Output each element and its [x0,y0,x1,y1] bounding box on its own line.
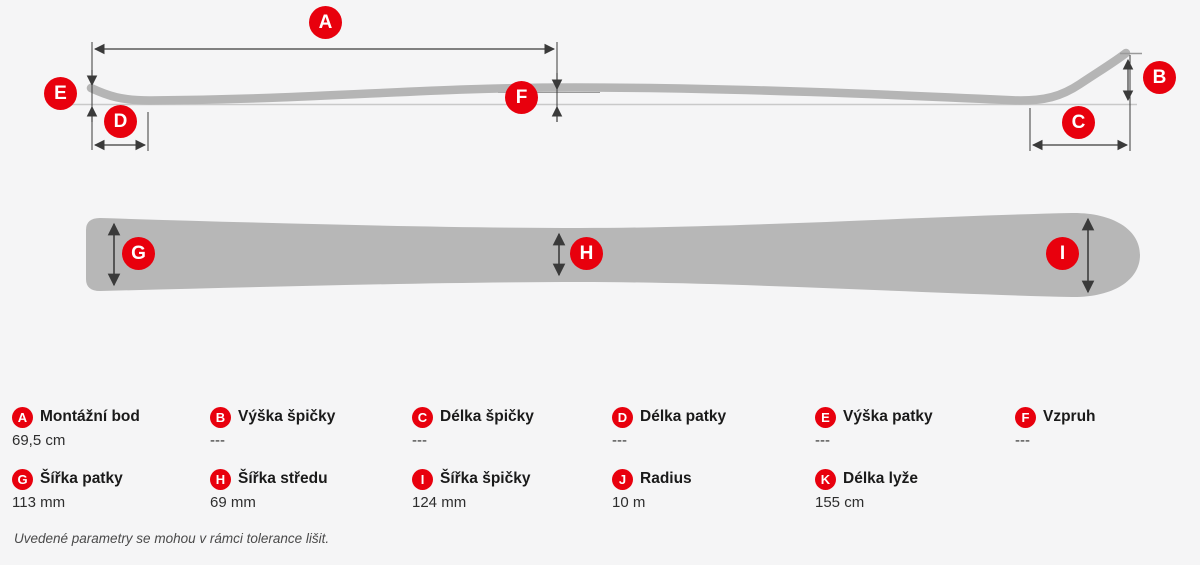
legend-badge-d: D [612,406,633,428]
marker-b: B [1143,61,1176,94]
marker-d: D [104,105,137,138]
marker-c: C [1062,106,1095,139]
legend-badge-b: B [210,406,231,428]
legend-item-vyska-patky: E Výška patky --- [815,406,1015,449]
marker-h: H [570,237,603,270]
legend-item-sirka-patky: G Šířka patky 113 mm [12,468,210,511]
legend-item-delka-spicky: C Délka špičky --- [412,406,612,449]
legend-value: 155 cm [815,494,865,511]
legend-badge-i: I [412,468,433,490]
marker-a: A [309,6,342,39]
legend-value: --- [1015,432,1030,449]
legend-label: Vzpruh [1043,408,1096,425]
legend-item-sirka-spicky: I Šířka špičky 124 mm [412,468,612,511]
legend-label: Výška špičky [238,408,336,425]
legend-item-sirka-stredu: H Šířka středu 69 mm [210,468,412,511]
tolerance-note: Uvedené parametry se mohou v rámci toler… [14,531,330,546]
legend-value: --- [612,432,627,449]
legend-item-vyska-spicky: B Výška špičky --- [210,406,412,449]
legend-badge-a: A [12,406,33,428]
legend-value: --- [815,432,830,449]
legend-item-delka-lyze: K Délka lyže 155 cm [815,468,1015,511]
legend-badge-h: H [210,468,231,490]
marker-f: F [505,81,538,114]
marker-g: G [122,237,155,270]
legend-value: 69 mm [210,494,256,511]
legend-label: Délka špičky [440,408,534,425]
legend-value: 113 mm [12,494,66,511]
ski-dimension-diagram: A E D F B C G H I [44,6,1176,298]
legend-badge-k: K [815,468,836,490]
legend-label: Výška patky [843,408,933,425]
legend-label: Montážní bod [40,408,140,425]
legend-badge-f: F [1015,406,1036,428]
legend-value: --- [210,432,225,449]
legend-label: Šířka špičky [440,470,531,487]
legend-label: Délka patky [640,408,727,425]
legend-label: Délka lyže [843,470,918,487]
legend-row-2: G Šířka patky 113 mm H Šířka středu 69 m… [12,468,1185,511]
marker-e: E [44,77,77,110]
legend-badge-c: C [412,406,433,428]
legend-item-radius: J Radius 10 m [612,468,815,511]
legend-badge-j: J [612,468,633,490]
marker-i: I [1046,237,1079,270]
legend-badge-g: G [12,468,33,490]
legend-row-1: A Montážní bod 69,5 cm B Výška špičky --… [12,406,1185,449]
legend-item-vzpruh: F Vzpruh --- [1015,406,1185,449]
legend-label: Radius [640,470,692,487]
legend-value: 124 mm [412,494,467,511]
legend-label: Šířka středu [238,470,328,487]
legend-item-montazni-bod: A Montážní bod 69,5 cm [12,406,210,449]
legend-label: Šířka patky [40,470,123,487]
legend-item-delka-patky: D Délka patky --- [612,406,815,449]
legend-value: 10 m [612,494,646,511]
legend-badge-e: E [815,406,836,428]
legend-value: 69,5 cm [12,432,66,449]
ski-diagram-canvas [62,42,1142,298]
ski-top-outline [86,212,1140,298]
legend-value: --- [412,432,427,449]
ski-side-profile [86,48,1131,105]
